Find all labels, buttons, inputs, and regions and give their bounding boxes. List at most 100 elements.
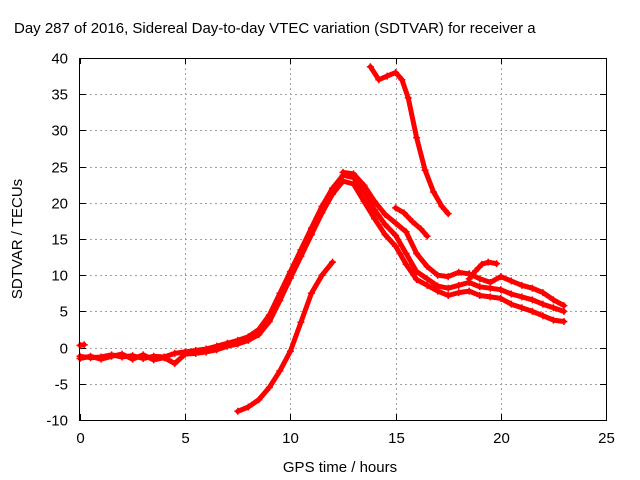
data-point (265, 383, 273, 391)
data-point (318, 209, 326, 217)
data-point (244, 336, 252, 344)
data-point (528, 296, 536, 304)
data-point (87, 352, 95, 360)
data-point (118, 350, 126, 358)
series-arc-5 (366, 63, 452, 218)
data-point (549, 316, 557, 324)
data-point (455, 268, 463, 276)
series-line (77, 172, 567, 361)
data-point (560, 302, 568, 310)
data-point (465, 287, 473, 295)
data-point (371, 197, 379, 205)
data-point (434, 287, 442, 295)
data-point (507, 300, 515, 308)
series-arc-4 (234, 258, 336, 415)
y-tick-label: 5 (60, 304, 68, 321)
data-point (276, 367, 284, 375)
y-tick-label: 40 (51, 51, 68, 68)
data-point (371, 215, 379, 223)
data-point (484, 258, 492, 266)
data-point (350, 180, 358, 188)
data-point (160, 354, 168, 362)
data-point (171, 360, 179, 368)
data-point (202, 348, 210, 356)
x-tick-label: 0 (76, 430, 84, 447)
data-point (476, 283, 484, 291)
data-point (421, 166, 429, 174)
data-point (339, 168, 347, 176)
data-point (497, 273, 505, 281)
data-point (392, 219, 400, 227)
x-tick-label: 25 (598, 430, 615, 447)
data-point (402, 260, 410, 268)
data-point (381, 231, 389, 239)
data-point (392, 242, 400, 250)
data-point (402, 228, 410, 236)
data-point (318, 271, 326, 279)
data-point (518, 281, 526, 289)
data-point (423, 275, 431, 283)
data-point (223, 342, 231, 350)
data-point (392, 204, 400, 212)
data-point (139, 351, 147, 359)
y-tick-label: -10 (46, 413, 68, 430)
data-point (297, 252, 305, 260)
x-axis-label: GPS time / hours (283, 459, 397, 476)
data-point (307, 289, 315, 297)
data-point (381, 210, 389, 218)
series-line (340, 169, 567, 309)
data-point (150, 356, 158, 364)
data-point (472, 267, 480, 275)
y-tick-label: 20 (51, 196, 68, 213)
grid (80, 58, 606, 420)
data-point (429, 188, 437, 196)
data-point (497, 286, 505, 294)
data-point (307, 231, 315, 239)
data-point (383, 72, 391, 80)
data-point (366, 63, 374, 71)
data-point (97, 355, 105, 363)
x-tick-label: 20 (493, 430, 510, 447)
data-point (423, 232, 431, 240)
data-point (181, 350, 189, 358)
plot-area (76, 63, 568, 415)
data-point (108, 352, 116, 360)
data-point (444, 284, 452, 292)
y-tick-label: 35 (51, 87, 68, 104)
data-point (413, 249, 421, 257)
data-point (486, 278, 494, 286)
data-point (213, 346, 221, 354)
y-tick-label: -5 (55, 377, 68, 394)
data-point (328, 258, 336, 266)
data-point (350, 170, 358, 178)
data-point (381, 221, 389, 229)
series-arc-2 (76, 177, 568, 368)
data-point (423, 281, 431, 289)
data-point (549, 304, 557, 312)
data-point (404, 94, 412, 102)
data-point (392, 68, 400, 76)
data-point (192, 349, 200, 357)
data-point (476, 291, 484, 299)
data-point (417, 225, 425, 233)
series-line (235, 259, 335, 414)
data-point (518, 293, 526, 301)
y-tick-label: 15 (51, 232, 68, 249)
y-tick-label: 0 (60, 341, 68, 358)
data-point (402, 249, 410, 257)
data-point (476, 275, 484, 283)
data-point (486, 293, 494, 301)
data-point (171, 349, 179, 357)
data-point (400, 209, 408, 217)
data-point (438, 202, 446, 210)
data-point (129, 355, 137, 363)
plot-frame (79, 58, 607, 421)
data-point (286, 347, 294, 355)
y-axis-label: SDTVAR / TECUs (9, 179, 26, 299)
data-point (375, 76, 383, 84)
data-point (398, 76, 406, 84)
data-point (255, 396, 263, 404)
data-point (286, 274, 294, 282)
data-point (497, 294, 505, 302)
data-point (234, 340, 242, 348)
